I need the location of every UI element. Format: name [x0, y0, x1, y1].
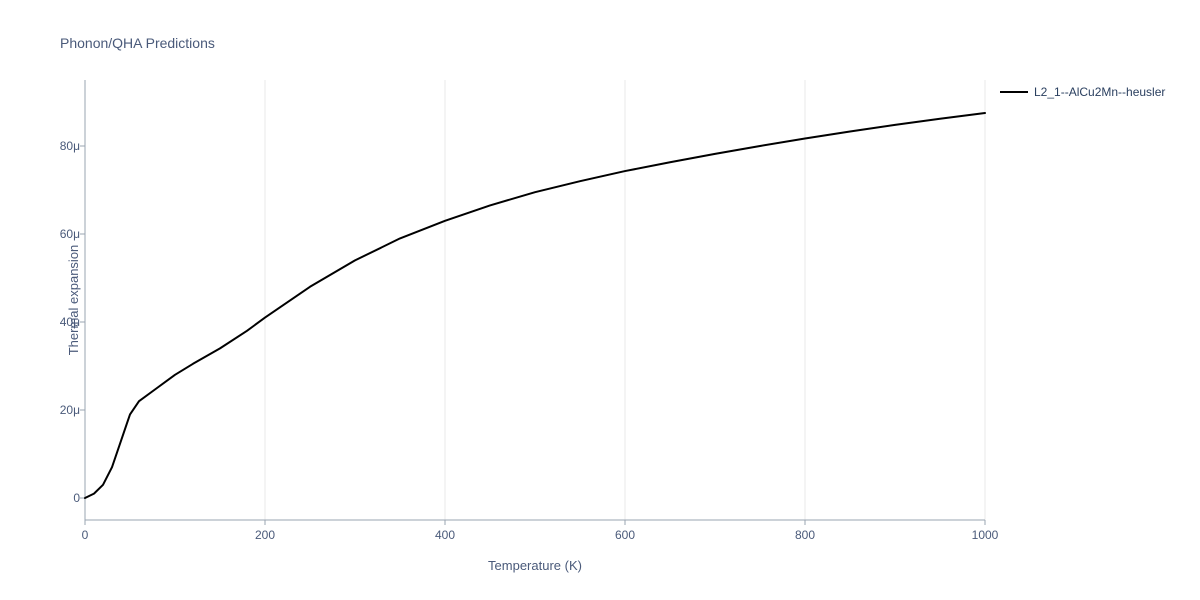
y-axis-label: Thermal expansion	[66, 245, 81, 356]
x-tick-label: 200	[255, 528, 275, 542]
y-tick-label: 20μ	[40, 403, 80, 417]
legend-label: L2_1--AlCu2Mn--heusler	[1034, 85, 1165, 99]
y-tick-label: 0	[40, 491, 80, 505]
y-tick-label: 40μ	[40, 315, 80, 329]
legend-line-icon	[1000, 91, 1028, 93]
x-tick-label: 0	[82, 528, 89, 542]
x-axis-label: Temperature (K)	[488, 558, 582, 573]
y-tick-label: 80μ	[40, 139, 80, 153]
x-tick-label: 1000	[972, 528, 999, 542]
legend: L2_1--AlCu2Mn--heusler	[1000, 85, 1165, 99]
x-tick-label: 800	[795, 528, 815, 542]
y-tick-label: 60μ	[40, 227, 80, 241]
plot-area	[85, 80, 985, 520]
plot-svg	[85, 80, 985, 520]
chart-title: Phonon/QHA Predictions	[60, 35, 215, 51]
chart-container: Phonon/QHA Predictions Thermal expansion…	[0, 0, 1200, 600]
x-tick-label: 600	[615, 528, 635, 542]
x-tick-label: 400	[435, 528, 455, 542]
